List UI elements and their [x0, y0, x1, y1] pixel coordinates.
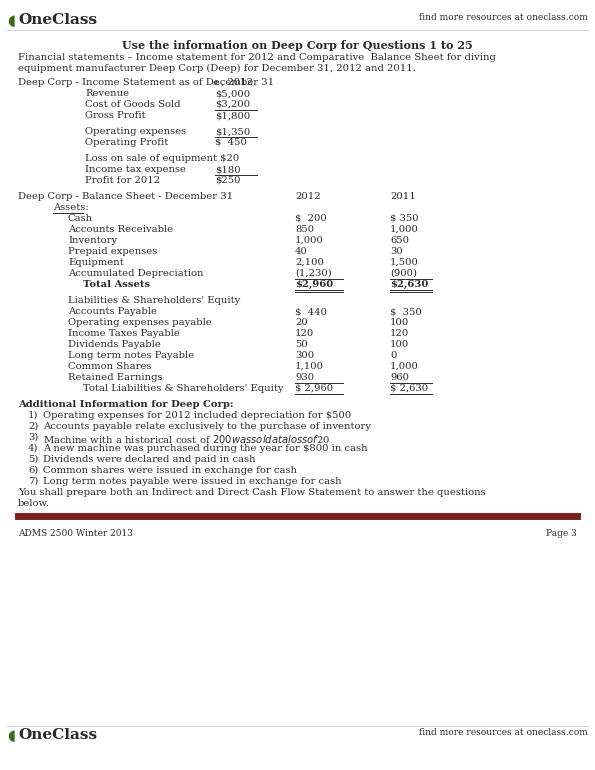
Text: 930: 930 — [295, 373, 314, 382]
Text: Common shares were issued in exchange for cash: Common shares were issued in exchange fo… — [43, 466, 297, 475]
Text: $180: $180 — [215, 165, 240, 174]
Text: $1,800: $1,800 — [215, 111, 250, 120]
Text: 120: 120 — [295, 329, 314, 338]
Text: st: st — [213, 79, 220, 87]
Text: $ 350: $ 350 — [390, 214, 419, 223]
Text: 2): 2) — [28, 422, 38, 431]
Text: $ 2,630: $ 2,630 — [390, 384, 428, 393]
Text: 30: 30 — [390, 247, 403, 256]
Text: Inventory: Inventory — [68, 236, 117, 245]
Text: 100: 100 — [390, 318, 409, 327]
Text: Dividends were declared and paid in cash: Dividends were declared and paid in cash — [43, 455, 256, 464]
Text: 1,100: 1,100 — [295, 362, 324, 371]
Text: 2011: 2011 — [390, 192, 416, 201]
Text: $  200: $ 200 — [295, 214, 327, 223]
Text: Accounts Payable: Accounts Payable — [68, 307, 157, 316]
Text: 0: 0 — [390, 351, 396, 360]
Text: Operating expenses for 2012 included depreciation for $500: Operating expenses for 2012 included dep… — [43, 411, 351, 420]
Text: Retained Earnings: Retained Earnings — [68, 373, 162, 382]
Text: 2,100: 2,100 — [295, 258, 324, 267]
Text: 1,500: 1,500 — [390, 258, 419, 267]
Text: Profit for 2012: Profit for 2012 — [85, 176, 160, 185]
Text: OneClass: OneClass — [18, 13, 97, 27]
Text: $ 2,960: $ 2,960 — [295, 384, 333, 393]
Text: Gross Profit: Gross Profit — [85, 111, 146, 120]
Text: 960: 960 — [390, 373, 409, 382]
Text: 1,000: 1,000 — [390, 362, 419, 371]
Text: Operating expenses: Operating expenses — [85, 127, 186, 136]
Text: Machine with a historical cost of $200 was sold at a loss of $20: Machine with a historical cost of $200 w… — [43, 433, 330, 445]
Text: equipment manufacturer Deep Corp (Deep) for December 31, 2012 and 2011.: equipment manufacturer Deep Corp (Deep) … — [18, 64, 416, 73]
Text: 40: 40 — [295, 247, 308, 256]
Text: You shall prepare both an Indirect and Direct Cash Flow Statement to answer the : You shall prepare both an Indirect and D… — [18, 488, 486, 497]
Text: ◖: ◖ — [7, 728, 15, 743]
Text: Financial statements – Income statement for 2012 and Comparative  Balance Sheet : Financial statements – Income statement … — [18, 53, 496, 62]
Text: Operating expenses payable: Operating expenses payable — [68, 318, 212, 327]
Text: , 2012: , 2012 — [221, 78, 253, 87]
Text: Prepaid expenses: Prepaid expenses — [68, 247, 157, 256]
Text: 2012: 2012 — [295, 192, 321, 201]
Text: Accumulated Depreciation: Accumulated Depreciation — [68, 269, 203, 278]
Text: $2,630: $2,630 — [390, 280, 428, 289]
Text: Cash: Cash — [68, 214, 93, 223]
Text: 850: 850 — [295, 225, 314, 234]
Text: Liabilities & Shareholders' Equity: Liabilities & Shareholders' Equity — [68, 296, 240, 305]
Text: Dividends Payable: Dividends Payable — [68, 340, 161, 349]
Text: 120: 120 — [390, 329, 409, 338]
Text: ADMS 2500 Winter 2013: ADMS 2500 Winter 2013 — [18, 529, 133, 538]
Text: below.: below. — [18, 499, 50, 508]
Text: A new machine was purchased during the year for $800 in cash: A new machine was purchased during the y… — [43, 444, 368, 453]
Text: OneClass: OneClass — [18, 728, 97, 742]
Text: Income tax expense: Income tax expense — [85, 165, 186, 174]
Text: $  350: $ 350 — [390, 307, 422, 316]
Text: Total Liabilities & Shareholders' Equity: Total Liabilities & Shareholders' Equity — [83, 384, 283, 393]
Text: Assets:: Assets: — [53, 203, 89, 212]
Text: $1,350: $1,350 — [215, 127, 250, 136]
Text: Equipment: Equipment — [68, 258, 124, 267]
Text: find more resources at oneclass.com: find more resources at oneclass.com — [419, 13, 588, 22]
Text: 100: 100 — [390, 340, 409, 349]
Text: 300: 300 — [295, 351, 314, 360]
Text: 5): 5) — [28, 455, 38, 464]
Text: (900): (900) — [390, 269, 417, 278]
Text: Use the information on Deep Corp for Questions 1 to 25: Use the information on Deep Corp for Que… — [121, 40, 472, 51]
Text: Long term notes Payable: Long term notes Payable — [68, 351, 194, 360]
Text: Additional Information for Deep Corp:: Additional Information for Deep Corp: — [18, 400, 233, 409]
Text: Income Taxes Payable: Income Taxes Payable — [68, 329, 180, 338]
Text: 1,000: 1,000 — [295, 236, 324, 245]
Text: Loss on sale of equipment $20: Loss on sale of equipment $20 — [85, 154, 239, 163]
Text: 7): 7) — [28, 477, 38, 486]
Text: Revenue: Revenue — [85, 89, 129, 98]
Text: Accounts Receivable: Accounts Receivable — [68, 225, 173, 234]
Text: $3,200: $3,200 — [215, 100, 250, 109]
Text: 1,000: 1,000 — [390, 225, 419, 234]
Text: Accounts payable relate exclusively to the purchase of inventory: Accounts payable relate exclusively to t… — [43, 422, 371, 431]
Text: Operating Profit: Operating Profit — [85, 138, 168, 147]
Text: Deep Corp - Income Statement as of December 31: Deep Corp - Income Statement as of Decem… — [18, 78, 274, 87]
Text: $250: $250 — [215, 176, 240, 185]
Text: find more resources at oneclass.com: find more resources at oneclass.com — [419, 728, 588, 737]
Text: Page 3: Page 3 — [546, 529, 577, 538]
Text: Cost of Goods Sold: Cost of Goods Sold — [85, 100, 180, 109]
Text: $2,960: $2,960 — [295, 280, 333, 289]
Text: $  440: $ 440 — [295, 307, 327, 316]
Text: Common Shares: Common Shares — [68, 362, 152, 371]
Text: 4): 4) — [28, 444, 39, 453]
Text: Long term notes payable were issued in exchange for cash: Long term notes payable were issued in e… — [43, 477, 342, 486]
Text: 20: 20 — [295, 318, 308, 327]
Text: 1): 1) — [28, 411, 39, 420]
Text: $  450: $ 450 — [215, 138, 247, 147]
Text: 3): 3) — [28, 433, 38, 442]
Text: 650: 650 — [390, 236, 409, 245]
Text: 6): 6) — [28, 466, 38, 475]
Text: $5,000: $5,000 — [215, 89, 250, 98]
Text: (1,230): (1,230) — [295, 269, 332, 278]
Text: Total Assets: Total Assets — [83, 280, 150, 289]
Text: Deep Corp - Balance Sheet - December 31: Deep Corp - Balance Sheet - December 31 — [18, 192, 233, 201]
Text: 50: 50 — [295, 340, 308, 349]
Text: ◖: ◖ — [7, 13, 15, 28]
